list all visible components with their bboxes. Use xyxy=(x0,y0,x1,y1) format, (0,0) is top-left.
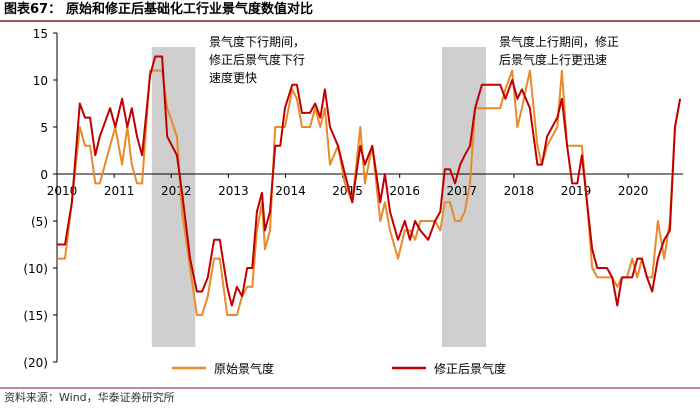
annotation: 景气度下行期间， xyxy=(209,34,305,49)
series-line xyxy=(57,55,682,307)
x-tick-label: 2014 xyxy=(275,184,306,198)
x-tick-label: 2013 xyxy=(218,184,249,198)
x-tick-label: 2010 xyxy=(47,184,78,198)
y-tick-label: (15) xyxy=(23,309,48,323)
source: 资料来源：Wind，华泰证券研究所 xyxy=(4,390,175,404)
y-tick-label: (10) xyxy=(23,262,48,276)
annotation: 后景气度上行更迅速 xyxy=(499,52,607,67)
x-tick-label: 2011 xyxy=(104,184,135,198)
legend-label: 原始景气度 xyxy=(214,361,274,376)
y-tick-label: 10 xyxy=(33,74,48,88)
annotation: 景气度上行期间，修正 xyxy=(499,34,619,49)
x-tick-label: 2016 xyxy=(389,184,420,198)
chart-title: 原始和修正后基础化工行业景气度数值对比 xyxy=(66,1,313,17)
x-tick-label: 2017 xyxy=(447,184,478,198)
y-tick-label: 0 xyxy=(40,168,48,182)
x-tick-label: 2020 xyxy=(618,184,649,198)
y-tick-label: (5) xyxy=(31,215,48,229)
x-tick-label: 2012 xyxy=(161,184,192,198)
y-tick-label: 15 xyxy=(33,27,48,41)
figure-label: 图表67： xyxy=(4,1,61,17)
x-tick-label: 2019 xyxy=(561,184,592,198)
x-tick-label: 2018 xyxy=(504,184,535,198)
shaded-period xyxy=(151,47,196,347)
annotation: 修正后景气度下行 xyxy=(209,52,305,67)
y-tick-label: 5 xyxy=(40,121,48,135)
annotation: 速度更快 xyxy=(209,70,257,85)
legend-label: 修正后景气度 xyxy=(434,361,506,376)
y-tick-label: (20) xyxy=(23,356,48,370)
